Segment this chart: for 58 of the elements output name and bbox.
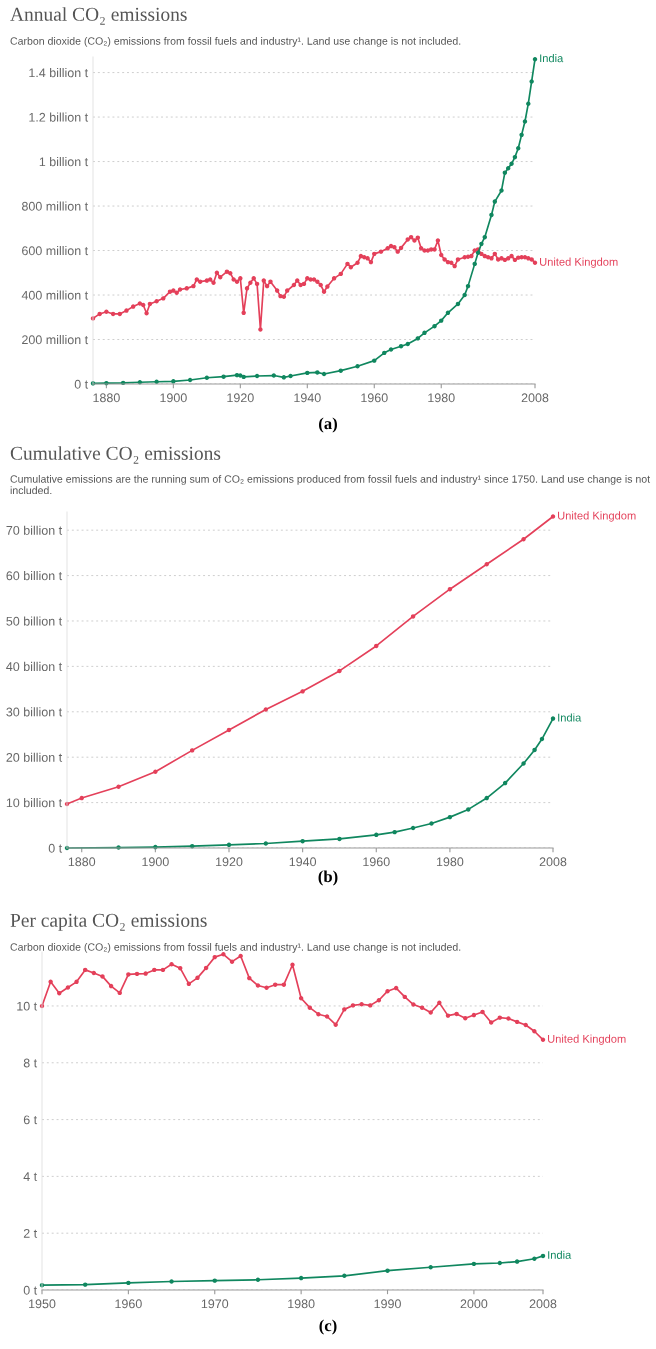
chart-title: Cumulative CO₂ emissions	[10, 446, 221, 464]
chart-subtitle: Carbon dioxide (CO₂) emissions from fossil fuels and industry¹. Land use change is not included.	[10, 37, 461, 47]
text: (c)	[319, 1319, 337, 1335]
x-tick-label: 1960	[361, 393, 388, 403]
y-tick-label: 600 million t	[22, 246, 89, 256]
series-label: India	[540, 54, 564, 63]
y-tick-label: 30 billion t	[6, 707, 63, 717]
x-tick-label: 1880	[68, 857, 96, 867]
y-tick-label: 10 billion t	[6, 798, 63, 808]
y-tick-label: 6 t	[23, 1115, 38, 1125]
y-tick-label: 20 billion t	[6, 752, 63, 762]
x-tick-label: 1960	[115, 1299, 142, 1309]
x-tick-label: 2008	[539, 857, 567, 867]
x-tick-label: 1980	[428, 393, 455, 403]
y-tick-label: 400 million t	[21, 290, 89, 300]
x-tick-label: 2000	[460, 1299, 488, 1309]
text: (b)	[318, 870, 338, 886]
x-tick-label: 1950	[29, 1299, 56, 1309]
chart-subtitle: Cumulative emissions are the running sum of CO₂ emissions produced from fossil fuels and industry¹ since 1750. Land use change is not included.	[10, 475, 651, 495]
series-label: India	[558, 713, 582, 722]
x-tick-label: 1980	[436, 857, 464, 867]
y-tick-label: 1.2 billion t	[29, 112, 89, 122]
series-label: India	[548, 1250, 572, 1259]
y-tick-label: 2 t	[23, 1228, 38, 1238]
x-tick-label: 1980	[288, 1299, 315, 1309]
y-tick-label: 8 t	[23, 1058, 38, 1068]
x-tick-label: 1940	[294, 393, 321, 403]
series-label: United Kingdom	[548, 1034, 626, 1045]
y-tick-label: 40 billion t	[6, 661, 63, 672]
y-tick-label: 0 t	[23, 1285, 38, 1295]
series-label: United Kingdom	[540, 257, 618, 268]
y-tick-label: 1 billion t	[39, 157, 89, 167]
x-tick-label: 1970	[201, 1299, 229, 1309]
x-tick-label: 1940	[289, 857, 317, 867]
x-tick-label: 1920	[227, 393, 254, 403]
x-tick-label: 2008	[529, 1299, 557, 1309]
y-tick-label: 200 million t	[22, 334, 89, 345]
y-tick-label: 0 t	[48, 843, 63, 853]
y-tick-label: 10 t	[17, 1001, 38, 1011]
x-tick-label: 1960	[363, 857, 390, 867]
x-tick-label: 2008	[521, 393, 549, 403]
y-tick-label: 50 billion t	[6, 616, 63, 626]
text: (a)	[319, 417, 337, 433]
y-tick-label: 1.4 billion t	[29, 68, 89, 78]
x-tick-label: 1990	[374, 1299, 401, 1309]
y-tick-label: 70 billion t	[6, 525, 63, 535]
x-tick-label: 1920	[216, 857, 243, 867]
series-label: United Kingdom	[558, 511, 636, 522]
x-tick-label: 1880	[93, 393, 120, 403]
chart-title: Per capita CO₂ emissions	[10, 913, 207, 931]
x-tick-label: 1900	[160, 393, 187, 403]
y-tick-label: 0 t	[74, 379, 89, 389]
y-tick-label: 800 million t	[21, 201, 89, 211]
y-tick-label: 4 t	[23, 1172, 38, 1182]
x-tick-label: 1900	[142, 857, 169, 867]
y-tick-label: 60 billion t	[6, 571, 63, 581]
chart-title: Annual CO₂ emissions	[10, 7, 187, 25]
chart-subtitle: Carbon dioxide (CO₂) emissions from fossil fuels and industry¹. Land use change is not included.	[10, 943, 461, 953]
